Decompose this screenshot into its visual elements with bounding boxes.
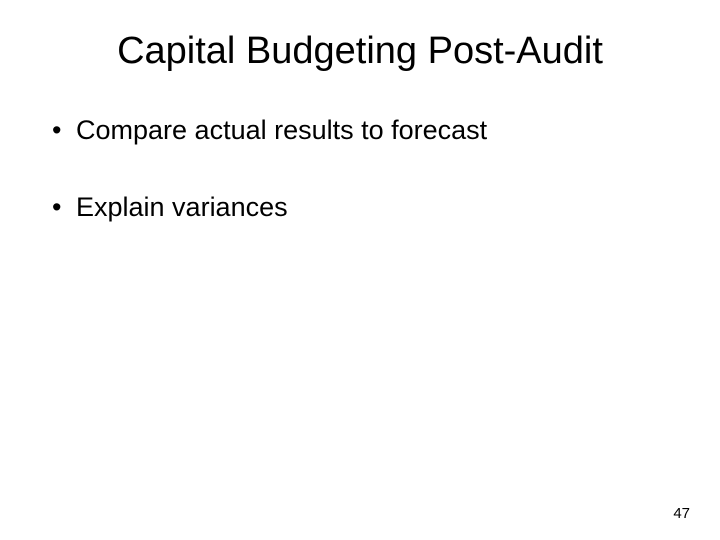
page-number: 47 — [673, 505, 690, 522]
bullet-item: Explain variances — [48, 190, 680, 225]
slide-container: Capital Budgeting Post-Audit Compare act… — [0, 0, 720, 540]
bullet-list: Compare actual results to forecast Expla… — [40, 113, 680, 225]
bullet-item: Compare actual results to forecast — [48, 113, 680, 148]
slide-title: Capital Budgeting Post-Audit — [40, 30, 680, 73]
